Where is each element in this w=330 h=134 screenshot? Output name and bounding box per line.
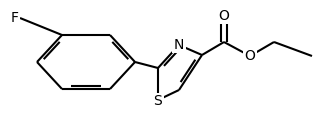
Text: O: O (245, 49, 255, 63)
Text: S: S (154, 94, 162, 108)
Text: N: N (174, 38, 184, 52)
Text: O: O (218, 9, 229, 23)
Text: F: F (11, 11, 19, 25)
